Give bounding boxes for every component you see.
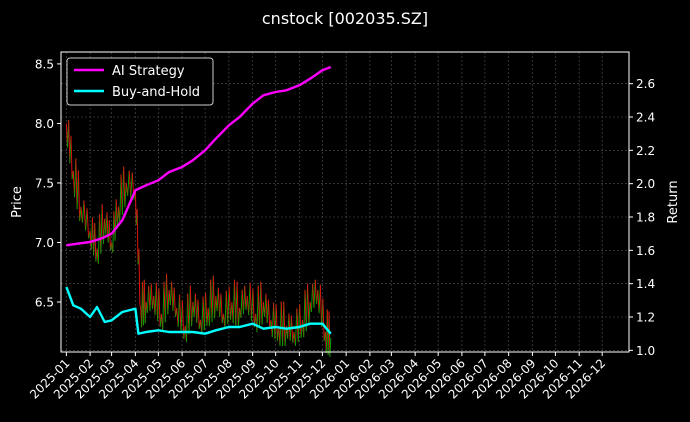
- price-segment: [205, 292, 208, 327]
- y2-tick-label: 2.0: [636, 177, 655, 191]
- price-segment: [77, 170, 81, 222]
- y2-axis-label: Return: [666, 180, 681, 223]
- legend-label-buy-and-hold: Buy-and-Hold: [112, 85, 200, 100]
- price-segment: [244, 285, 247, 310]
- y-tick-label: 8.0: [35, 117, 54, 131]
- price-segment: [124, 182, 127, 208]
- price-segment: [86, 208, 90, 239]
- price-segment: [150, 283, 153, 309]
- price-segment: [179, 294, 182, 333]
- y2-tick-label: 1.4: [636, 277, 655, 291]
- price-segment: [299, 304, 302, 338]
- price-segment: [236, 281, 239, 328]
- plot-frame: [60, 51, 630, 353]
- price-segment: [167, 290, 170, 315]
- price-segment: [144, 301, 147, 324]
- price-segment: [319, 284, 323, 328]
- chart-title: cnstock [002035.SZ]: [262, 9, 428, 28]
- y2-tick-label: 2.6: [636, 77, 655, 91]
- y-axis-right: 1.0 1.2 1.4 1.6 1.8 2.0 2.2 2.4 2.6: [629, 77, 655, 358]
- y2-tick-label: 1.0: [636, 344, 655, 358]
- price-segment: [220, 293, 223, 323]
- price-segment: [139, 304, 142, 309]
- buy-and-hold-line: [65, 286, 332, 335]
- price-segment: [283, 301, 286, 347]
- price-segment: [249, 282, 252, 322]
- price-segment: [214, 296, 217, 319]
- price-segment: [191, 301, 194, 327]
- price-segment: [94, 223, 97, 262]
- y2-tick-label: 1.2: [636, 311, 655, 325]
- price-segment: [138, 248, 141, 305]
- price-segment: [128, 170, 132, 198]
- price-series: [65, 119, 332, 357]
- legend-label-ai-strategy: AI Strategy: [112, 64, 185, 79]
- price-segment: [189, 285, 193, 327]
- price-segment: [197, 299, 200, 329]
- price-segment: [83, 200, 87, 231]
- y-tick-label: 7.0: [35, 236, 54, 250]
- price-segment: [102, 218, 106, 244]
- price-segment: [260, 281, 263, 325]
- y2-tick-label: 1.8: [636, 211, 655, 225]
- y-axis-label: Price: [10, 186, 25, 218]
- price-segment: [261, 301, 264, 325]
- price-segment: [307, 283, 310, 326]
- price-segment: [322, 298, 325, 341]
- price-segment: [228, 286, 232, 321]
- price-segment: [329, 337, 332, 357]
- return-series: [65, 65, 332, 335]
- price-segment: [166, 273, 169, 315]
- price-segment: [267, 299, 271, 329]
- price-segment: [173, 287, 176, 317]
- price-segment: [237, 307, 241, 328]
- price-segment: [275, 304, 278, 341]
- y2-tick-label: 1.6: [636, 244, 655, 258]
- price-segment: [136, 209, 139, 265]
- price-segment: [314, 279, 318, 305]
- y-axis-left: 6.5 7.0 7.5 8.0 8.5: [35, 57, 61, 310]
- price-segment: [123, 166, 126, 208]
- price-segment: [212, 275, 216, 319]
- y2-tick-label: 2.4: [636, 111, 655, 125]
- ai-strategy-line: [66, 65, 332, 247]
- legend: AI Strategy Buy-and-Hold: [66, 57, 214, 106]
- y2-tick-label: 2.2: [636, 144, 655, 158]
- price-segment: [328, 311, 331, 357]
- y-tick-label: 6.5: [35, 296, 54, 310]
- y-tick-label: 8.5: [35, 57, 54, 71]
- price-segment: [252, 288, 255, 328]
- price-segment: [70, 135, 73, 180]
- price-segment: [308, 301, 311, 326]
- price-segment: [158, 288, 161, 328]
- y-tick-label: 7.5: [35, 176, 54, 190]
